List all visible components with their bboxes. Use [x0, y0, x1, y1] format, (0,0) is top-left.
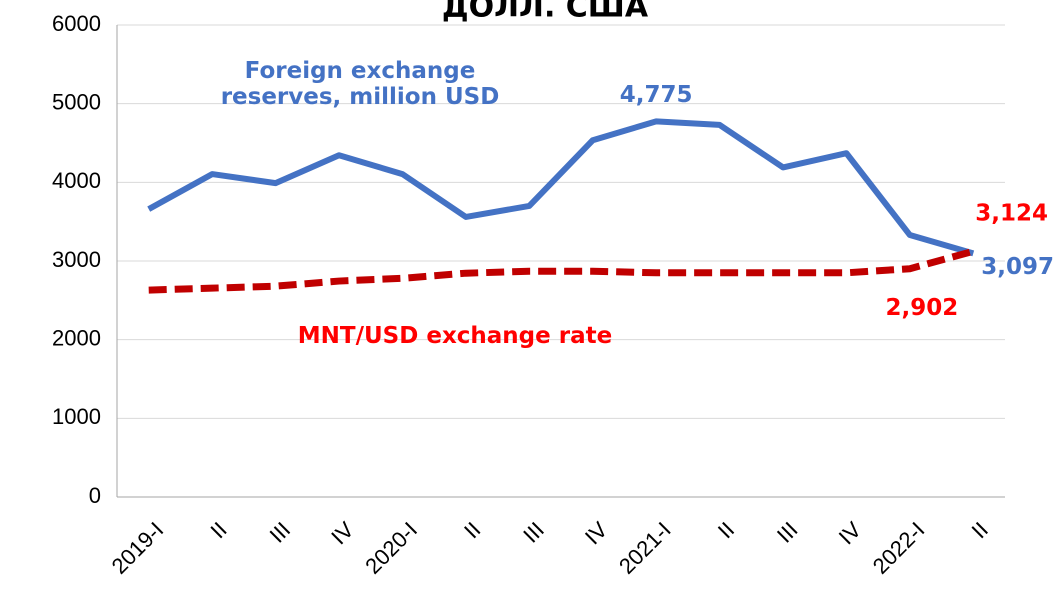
y-tick-label: 0: [89, 483, 101, 508]
data-label: 2,902: [885, 295, 958, 321]
x-tick-label: 2020-I: [360, 517, 422, 579]
x-tick-label: II: [205, 517, 231, 543]
x-tick-label: IV: [580, 517, 613, 550]
y-tick-label: 6000: [52, 11, 101, 36]
x-tick-label: II: [713, 517, 739, 543]
series-label: Foreign exchange reserves, million USD: [220, 58, 500, 110]
series-label: MNT/USD exchange rate: [297, 323, 613, 349]
x-tick-label: IV: [834, 517, 867, 550]
series-line: [147, 118, 975, 257]
y-tick-label: 5000: [52, 89, 101, 114]
chart-title: ДОЛЛ. США: [442, 0, 649, 25]
y-tick-label: 2000: [52, 325, 101, 350]
y-tick-label: 4000: [52, 168, 101, 193]
data-label: 3,097: [981, 254, 1054, 280]
x-tick-label: 2019-I: [107, 517, 169, 579]
data-label: 4,775: [620, 82, 693, 108]
data-label: 3,124: [975, 201, 1048, 227]
x-tick-label: III: [772, 517, 803, 548]
x-tick-label: II: [459, 517, 485, 543]
x-tick-label: 2022-I: [868, 517, 930, 579]
y-tick-label: 3000: [52, 247, 101, 272]
series-line: [148, 247, 975, 294]
x-tick-label: 2021-I: [614, 517, 676, 579]
x-tick-label: II: [967, 517, 993, 543]
x-tick-label: IV: [326, 517, 359, 550]
x-tick-label: III: [265, 517, 296, 548]
y-tick-label: 1000: [52, 404, 101, 429]
x-tick-label: III: [518, 517, 549, 548]
